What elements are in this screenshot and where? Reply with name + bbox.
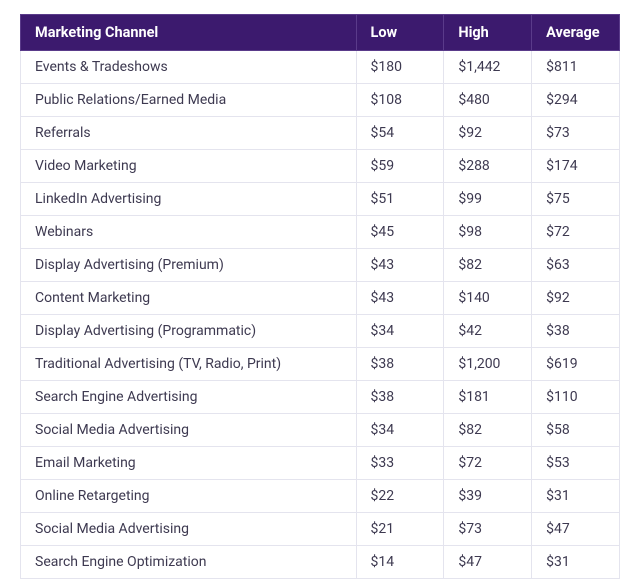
cell-high: $1,442 (444, 51, 532, 84)
cell-average: $63 (532, 249, 620, 282)
col-header-average: Average (532, 15, 620, 51)
cell-channel: Referrals (21, 117, 357, 150)
cell-average: $174 (532, 150, 620, 183)
cell-high: $480 (444, 84, 532, 117)
cell-average: $619 (532, 348, 620, 381)
cell-low: $34 (356, 414, 444, 447)
cell-average: $73 (532, 117, 620, 150)
cell-average: $31 (532, 480, 620, 513)
cell-average: $811 (532, 51, 620, 84)
cell-channel: Search Engine Advertising (21, 381, 357, 414)
table-row: Social Media Advertising$21$73$47 (21, 513, 620, 546)
cell-channel: Webinars (21, 216, 357, 249)
cell-channel: Display Advertising (Programmatic) (21, 315, 357, 348)
cell-low: $54 (356, 117, 444, 150)
table-row: Public Relations/Earned Media$108$480$29… (21, 84, 620, 117)
cell-low: $22 (356, 480, 444, 513)
cell-channel: Public Relations/Earned Media (21, 84, 357, 117)
cell-average: $31 (532, 546, 620, 579)
cell-low: $14 (356, 546, 444, 579)
col-header-low: Low (356, 15, 444, 51)
cell-channel: Social Media Advertising (21, 414, 357, 447)
cell-channel: Email Marketing (21, 447, 357, 480)
cell-low: $45 (356, 216, 444, 249)
col-header-channel: Marketing Channel (21, 15, 357, 51)
cell-high: $73 (444, 513, 532, 546)
cell-low: $34 (356, 315, 444, 348)
cell-channel: Search Engine Optimization (21, 546, 357, 579)
cell-channel: Social Media Advertising (21, 513, 357, 546)
table-row: Events & Tradeshows$180$1,442$811 (21, 51, 620, 84)
cell-channel: LinkedIn Advertising (21, 183, 357, 216)
table-row: Display Advertising (Programmatic)$34$42… (21, 315, 620, 348)
cell-average: $53 (532, 447, 620, 480)
cell-high: $181 (444, 381, 532, 414)
cell-high: $72 (444, 447, 532, 480)
table-row: Social Media Advertising$34$82$58 (21, 414, 620, 447)
cell-average: $75 (532, 183, 620, 216)
cell-high: $98 (444, 216, 532, 249)
table-row: Search Engine Optimization$14$47$31 (21, 546, 620, 579)
cell-channel: Display Advertising (Premium) (21, 249, 357, 282)
table-row: Traditional Advertising (TV, Radio, Prin… (21, 348, 620, 381)
table-row: Referrals$54$92$73 (21, 117, 620, 150)
col-header-high: High (444, 15, 532, 51)
cell-low: $108 (356, 84, 444, 117)
cell-average: $110 (532, 381, 620, 414)
cell-low: $43 (356, 282, 444, 315)
cell-high: $99 (444, 183, 532, 216)
cell-high: $82 (444, 249, 532, 282)
cell-average: $47 (532, 513, 620, 546)
cell-high: $42 (444, 315, 532, 348)
table-row: Video Marketing$59$288$174 (21, 150, 620, 183)
cell-high: $288 (444, 150, 532, 183)
cell-low: $21 (356, 513, 444, 546)
table-header: Marketing Channel Low High Average (21, 15, 620, 51)
cell-high: $92 (444, 117, 532, 150)
cell-high: $39 (444, 480, 532, 513)
cell-channel: Traditional Advertising (TV, Radio, Prin… (21, 348, 357, 381)
cell-average: $92 (532, 282, 620, 315)
cell-low: $180 (356, 51, 444, 84)
cell-low: $43 (356, 249, 444, 282)
table-row: Email Marketing$33$72$53 (21, 447, 620, 480)
cell-average: $72 (532, 216, 620, 249)
cell-average: $294 (532, 84, 620, 117)
table-row: LinkedIn Advertising$51$99$75 (21, 183, 620, 216)
cell-high: $1,200 (444, 348, 532, 381)
cell-low: $59 (356, 150, 444, 183)
cell-channel: Content Marketing (21, 282, 357, 315)
table-row: Search Engine Advertising$38$181$110 (21, 381, 620, 414)
cell-high: $47 (444, 546, 532, 579)
cell-high: $82 (444, 414, 532, 447)
marketing-channel-table: Marketing Channel Low High Average Event… (20, 14, 620, 579)
table-row: Display Advertising (Premium)$43$82$63 (21, 249, 620, 282)
cell-low: $38 (356, 348, 444, 381)
table-row: Content Marketing$43$140$92 (21, 282, 620, 315)
cell-channel: Video Marketing (21, 150, 357, 183)
cell-channel: Online Retargeting (21, 480, 357, 513)
cell-channel: Events & Tradeshows (21, 51, 357, 84)
cell-average: $38 (532, 315, 620, 348)
table-header-row: Marketing Channel Low High Average (21, 15, 620, 51)
table-body: Events & Tradeshows$180$1,442$811Public … (21, 51, 620, 579)
cell-low: $51 (356, 183, 444, 216)
table-row: Webinars$45$98$72 (21, 216, 620, 249)
cell-low: $33 (356, 447, 444, 480)
cell-average: $58 (532, 414, 620, 447)
table-row: Online Retargeting$22$39$31 (21, 480, 620, 513)
cell-low: $38 (356, 381, 444, 414)
cell-high: $140 (444, 282, 532, 315)
